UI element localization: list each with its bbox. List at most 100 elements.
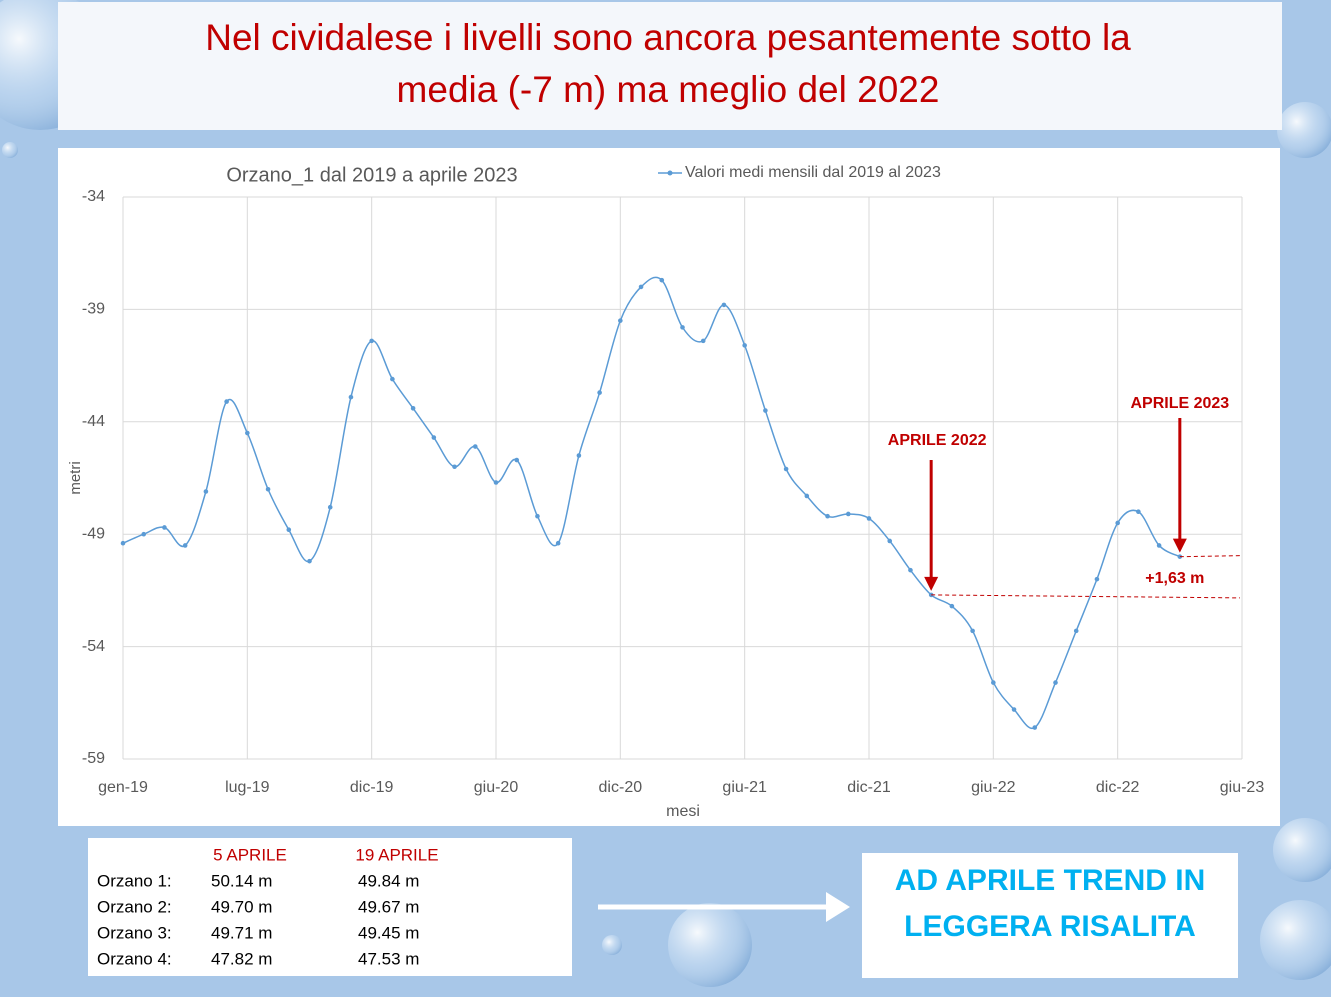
- title-box: [58, 2, 1282, 130]
- data-point: [307, 558, 312, 564]
- data-point: [638, 284, 644, 290]
- data-point: [286, 527, 292, 533]
- dashed-line: [931, 594, 1241, 599]
- chart-area: [58, 148, 1280, 826]
- table-cell: 49.71 m: [211, 923, 272, 942]
- data-point: [721, 302, 727, 308]
- y-tick-label: -44: [82, 413, 105, 430]
- bubble: [1277, 102, 1331, 158]
- bubble: [2, 142, 18, 158]
- annotation-arrow-head: [924, 576, 939, 591]
- arrow-head: [826, 892, 850, 922]
- data-point: [618, 318, 623, 323]
- table-cell: 50.14 m: [211, 871, 272, 890]
- data-point: [970, 628, 975, 634]
- data-point: [452, 464, 457, 470]
- data-point: [1136, 509, 1141, 515]
- data-point: [949, 603, 955, 609]
- chart-title: Orzano_1 dal 2019 a aprile 2023: [226, 164, 517, 186]
- data-point: [597, 390, 602, 395]
- data-point: [555, 540, 561, 546]
- table-box: [88, 838, 572, 976]
- legend-marker: [667, 170, 673, 176]
- y-tick-label: -59: [82, 750, 105, 767]
- data-point: [245, 430, 250, 436]
- slide-title: Nel cividalese i livelli sono ancora pes…: [205, 17, 1131, 58]
- legend-label: Valori medi mensili dal 2019 al 2023: [685, 164, 941, 181]
- data-point: [680, 325, 685, 330]
- table-cell: 49.45 m: [358, 923, 419, 942]
- x-axis-label: mesi: [666, 803, 700, 820]
- plot: -34 -39 -44 -49 -54 -59 gen-19 lug-19 dic-19 giu-…: [82, 188, 1264, 796]
- data-point: [224, 399, 229, 404]
- slide-title: media (-7 m) ma meglio del 2022: [397, 69, 940, 110]
- data-point: [472, 444, 478, 449]
- data-point: [514, 457, 520, 463]
- y-tick-label: -49: [82, 525, 105, 542]
- data-point: [1053, 680, 1058, 685]
- table-cell: Orzano 3:: [97, 923, 172, 942]
- data-point: [1156, 543, 1162, 548]
- data-point: [1011, 707, 1017, 712]
- data-point: [700, 338, 706, 344]
- x-tick-label: giu-21: [722, 779, 767, 796]
- x-tick-label: dic-21: [847, 779, 891, 796]
- y-tick-label: -54: [82, 638, 105, 655]
- data-point: [1115, 520, 1120, 526]
- data-point: [742, 343, 747, 348]
- data-point: [825, 513, 830, 519]
- data-point: [659, 277, 665, 283]
- data-point: [327, 504, 333, 510]
- data-point: [410, 406, 416, 411]
- data-point: [1094, 576, 1100, 582]
- callout-text: AD APRILE TREND IN: [895, 864, 1206, 897]
- data-point: [576, 453, 582, 458]
- annotation-arrow-head: [1172, 538, 1187, 553]
- x-tick-label: dic-20: [599, 779, 643, 796]
- data-point: [866, 516, 872, 521]
- table-header: 5 APRILE: [213, 845, 287, 864]
- data-point: [369, 338, 374, 344]
- y-tick-label: -39: [82, 301, 105, 318]
- x-tick-label: dic-22: [1096, 779, 1140, 796]
- annotation: +1,63 m: [1145, 570, 1204, 587]
- table-header: 19 APRILE: [355, 845, 438, 864]
- data-point: [887, 538, 893, 544]
- x-tick-label: gen-19: [98, 779, 148, 796]
- dashed-line: [1179, 555, 1241, 558]
- callout-text: LEGGERA RISALITA: [904, 910, 1196, 943]
- bubble: [668, 903, 752, 987]
- data-point: [804, 493, 810, 499]
- table-cell: 47.82 m: [211, 949, 272, 968]
- y-axis-label: metri: [67, 461, 84, 494]
- data-point: [991, 680, 996, 685]
- data-point: [141, 531, 147, 537]
- data-point: [203, 489, 209, 494]
- x-tick-label: giu-22: [971, 779, 1016, 796]
- bubble: [1260, 900, 1331, 980]
- table-cell: 49.67 m: [358, 897, 419, 916]
- bubble: [602, 935, 622, 955]
- x-tick-label: giu-20: [474, 779, 519, 796]
- x-tick-label: dic-19: [350, 779, 394, 796]
- callout-box: [862, 853, 1238, 978]
- annotation: APRILE 2022: [888, 432, 987, 449]
- data-point: [348, 394, 354, 400]
- data-point: [182, 543, 188, 548]
- data-point: [1032, 725, 1038, 730]
- table-cell: 49.84 m: [358, 871, 419, 890]
- data-point: [845, 511, 851, 517]
- data-point: [265, 486, 271, 492]
- data-point: [493, 480, 499, 485]
- data-point: [1073, 628, 1079, 634]
- data-point: [763, 408, 768, 413]
- data-point: [390, 376, 395, 382]
- y-tick-label: -34: [82, 188, 105, 205]
- data-point: [431, 435, 437, 440]
- table-cell: Orzano 1:: [97, 871, 172, 890]
- table-cell: 49.70 m: [211, 897, 272, 916]
- table: Orzano 1: 50.14 m 49.84 m Orzano 2: 49.70 m 4…: [97, 871, 419, 968]
- x-tick-label: lug-19: [225, 779, 270, 796]
- table-cell: 47.53 m: [358, 949, 419, 968]
